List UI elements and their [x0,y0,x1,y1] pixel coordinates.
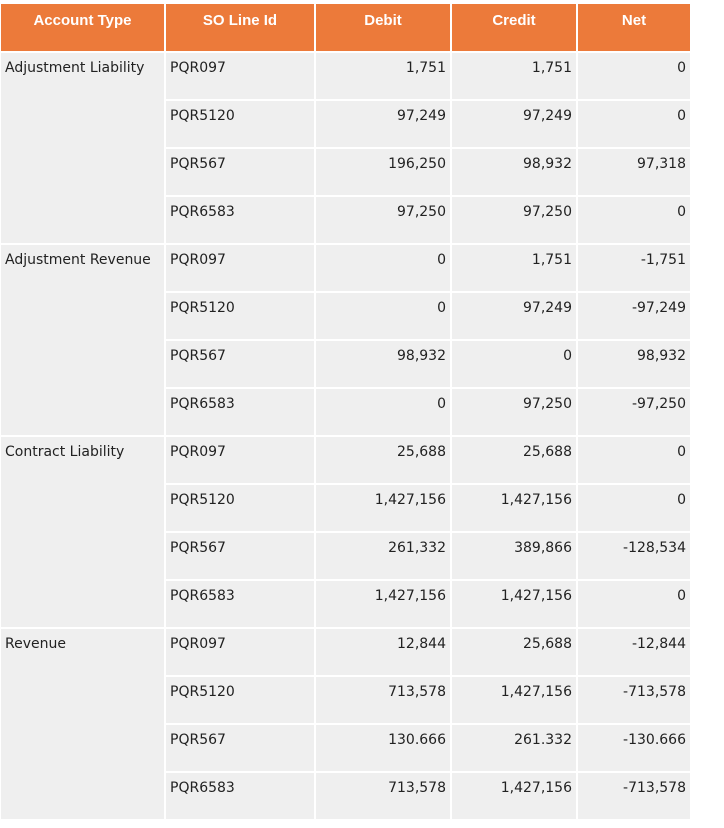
net-cell: -12,844 [578,629,690,675]
table-row: Revenue PQR097 12,844 25,688 -12,844 [1,629,690,819]
so-line-id-cell: PQR6583 [166,389,314,435]
credit-cell: 1,427,156 [452,581,576,627]
net-cell: 0 [578,197,690,243]
net-cell: -97,249 [578,293,690,339]
table-row: Contract Liability PQR097 25,688 25,688 … [1,437,690,627]
debit-cell: 97,250 [316,197,450,243]
table-row: PQR5120 97,249 97,249 0 [1,101,690,147]
so-line-id-cell: PQR567 [166,341,314,387]
net-cell: -97,250 [578,389,690,435]
debit-cell: 25,688 [316,437,450,483]
net-cell: 0 [578,101,690,147]
table-row: PQR6583 1,427,156 1,427,156 0 [1,581,690,627]
table-row: PQR5120 0 97,249 -97,249 [1,293,690,339]
credit-cell: 98,932 [452,149,576,195]
table-row: PQR567 130.666 261.332 -130.666 [1,725,690,771]
account-type-cell: Contract Liability [1,437,164,627]
credit-cell: 1,427,156 [452,773,576,819]
debit-cell: 261,332 [316,533,450,579]
debit-cell: 1,427,156 [316,485,450,531]
table-row: PQR6583 0 97,250 -97,250 [1,389,690,435]
credit-cell: 1,427,156 [452,677,576,723]
debit-cell: 196,250 [316,149,450,195]
so-line-id-cell: PQR6583 [166,773,314,819]
header-account-type[interactable]: Account Type [1,4,164,51]
account-type-cell: Adjustment Liability [1,53,164,243]
so-line-id-cell: PQR097 [166,53,314,99]
debit-cell: 1,751 [316,53,450,99]
so-line-id-cell: PQR5120 [166,677,314,723]
credit-cell: 97,249 [452,101,576,147]
table-row: PQR567 196,250 98,932 97,318 [1,149,690,195]
net-cell: 98,932 [578,341,690,387]
table-body: Adjustment Liability PQR097 1,751 1,751 … [1,53,690,819]
account-type-cell: Adjustment Revenue [1,245,164,435]
debit-cell: 98,932 [316,341,450,387]
net-cell: -130.666 [578,725,690,771]
credit-cell: 1,751 [452,53,576,99]
so-line-id-cell: PQR6583 [166,581,314,627]
table-row: Adjustment Liability PQR097 1,751 1,751 … [1,53,690,243]
table-row: PQR6583 713,578 1,427,156 -713,578 [1,773,690,819]
net-cell: -128,534 [578,533,690,579]
credit-cell: 97,250 [452,197,576,243]
debit-cell: 97,249 [316,101,450,147]
credit-cell: 389,866 [452,533,576,579]
credit-cell: 25,688 [452,629,576,675]
so-line-id-cell: PQR097 [166,245,314,291]
credit-cell: 25,688 [452,437,576,483]
table-row: PQR567 261,332 389,866 -128,534 [1,533,690,579]
header-row: Account Type SO Line Id Debit Credit Net [1,4,690,51]
debit-cell: 130.666 [316,725,450,771]
net-cell: -713,578 [578,773,690,819]
debit-cell: 12,844 [316,629,450,675]
table-row: Adjustment Revenue PQR097 0 1,751 -1,751 [1,245,690,435]
credit-cell: 0 [452,341,576,387]
so-line-id-cell: PQR567 [166,533,314,579]
account-type-cell: Revenue [1,629,164,819]
so-line-id-cell: PQR5120 [166,101,314,147]
so-line-id-cell: PQR5120 [166,293,314,339]
net-cell: 0 [578,485,690,531]
net-cell: 0 [578,581,690,627]
debit-cell: 0 [316,389,450,435]
credit-cell: 97,249 [452,293,576,339]
so-line-id-cell: PQR097 [166,437,314,483]
net-cell: 0 [578,53,690,99]
credit-cell: 1,427,156 [452,485,576,531]
account-summary-table: Account Type SO Line Id Debit Credit Net… [0,2,692,821]
so-line-id-cell: PQR5120 [166,485,314,531]
debit-cell: 0 [316,245,450,291]
net-cell: 0 [578,437,690,483]
header-debit[interactable]: Debit [316,4,450,51]
so-line-id-cell: PQR6583 [166,197,314,243]
table-row: PQR5120 713,578 1,427,156 -713,578 [1,677,690,723]
so-line-id-cell: PQR097 [166,629,314,675]
so-line-id-cell: PQR567 [166,725,314,771]
credit-cell: 1,751 [452,245,576,291]
debit-cell: 713,578 [316,773,450,819]
net-cell: 97,318 [578,149,690,195]
credit-cell: 261.332 [452,725,576,771]
table-row: PQR5120 1,427,156 1,427,156 0 [1,485,690,531]
net-cell: -713,578 [578,677,690,723]
header-so-line-id[interactable]: SO Line Id [166,4,314,51]
header-net[interactable]: Net [578,4,690,51]
debit-cell: 0 [316,293,450,339]
table-row: PQR567 98,932 0 98,932 [1,341,690,387]
credit-cell: 97,250 [452,389,576,435]
debit-cell: 713,578 [316,677,450,723]
so-line-id-cell: PQR567 [166,149,314,195]
table-row: PQR6583 97,250 97,250 0 [1,197,690,243]
table-header: Account Type SO Line Id Debit Credit Net [1,4,690,51]
header-credit[interactable]: Credit [452,4,576,51]
debit-cell: 1,427,156 [316,581,450,627]
net-cell: -1,751 [578,245,690,291]
